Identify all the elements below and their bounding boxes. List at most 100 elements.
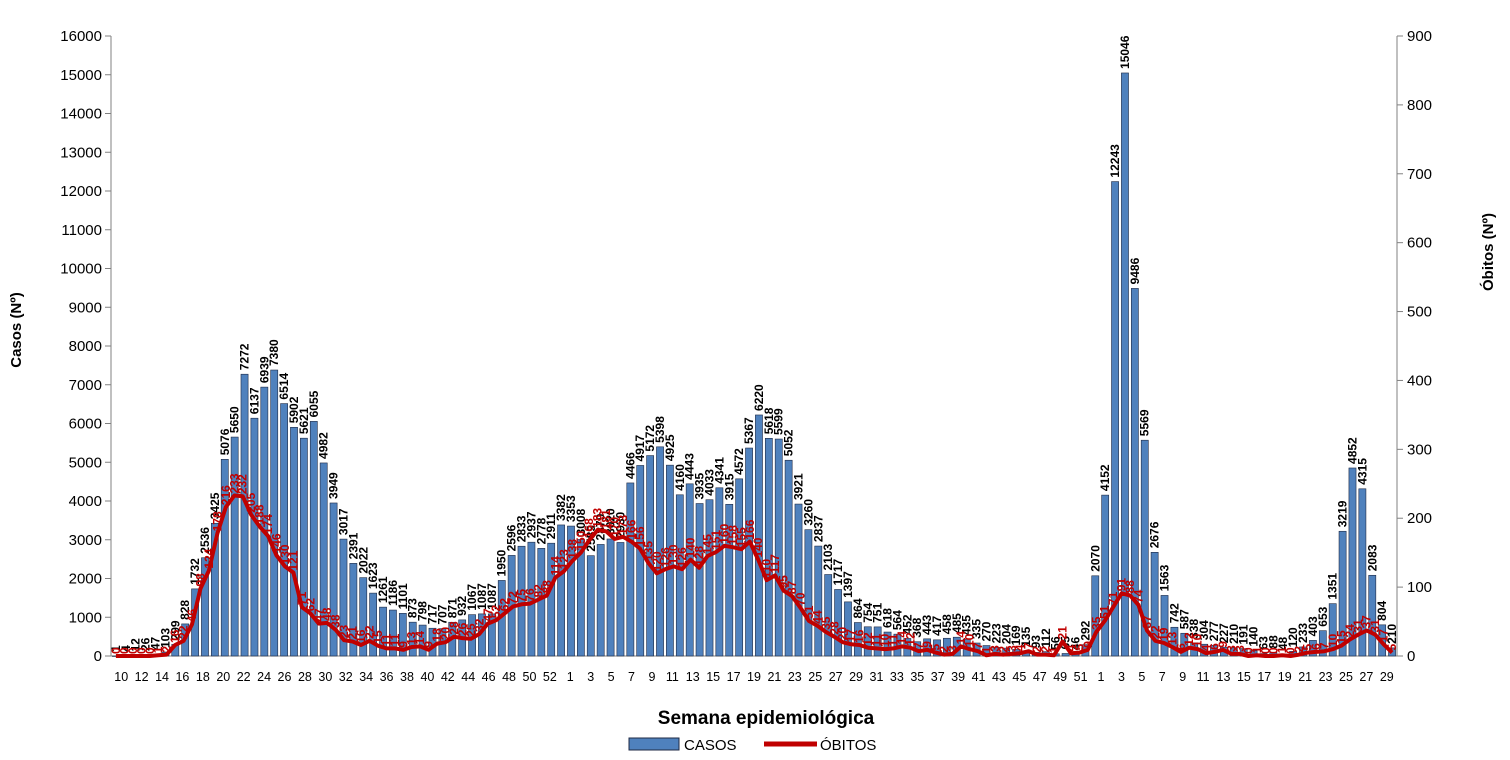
obitos-data-label: 10 bbox=[878, 633, 892, 647]
x-tick-label: 52 bbox=[543, 670, 557, 684]
obitos-data-label: 35 bbox=[819, 616, 833, 630]
casos-bar bbox=[646, 455, 654, 657]
casos-bar bbox=[824, 574, 833, 657]
obitos-data-label: 51 bbox=[802, 605, 816, 619]
x-tick-label: 20 bbox=[216, 670, 230, 684]
x-tick-label: 11 bbox=[1197, 670, 1210, 684]
obitos-data-label: 14 bbox=[895, 631, 909, 645]
casos-bar bbox=[1338, 530, 1347, 657]
obitos-data-label: 76 bbox=[523, 588, 537, 602]
casos-data-label: 1717 bbox=[831, 558, 845, 585]
casos-data-label: 7380 bbox=[267, 339, 281, 366]
x-tick-label: 24 bbox=[257, 670, 271, 684]
y-tick-label: 2000 bbox=[69, 571, 102, 588]
obitos-data-label: 22 bbox=[177, 625, 191, 639]
casos-data-label: 828 bbox=[178, 600, 192, 620]
casos-bar bbox=[1101, 494, 1110, 657]
obitos-data-label: 123 bbox=[557, 549, 571, 569]
obitos-data-label: 17 bbox=[1377, 629, 1391, 643]
casos-data-label: 1950 bbox=[495, 549, 509, 576]
obitos-data-label: 25 bbox=[464, 623, 478, 637]
obitos-data-label: 4 bbox=[1064, 644, 1078, 651]
casos-data-label: 1067 bbox=[465, 584, 479, 611]
obitos-data-label: 9 bbox=[1216, 641, 1230, 648]
casos-data-label: 299 bbox=[168, 620, 182, 640]
casos-data-label: 1101 bbox=[396, 583, 410, 609]
obitos-data-label: 120 bbox=[650, 551, 664, 571]
obitos-data-label: 14 bbox=[413, 631, 427, 645]
casos-bar bbox=[240, 373, 249, 657]
obitos-data-label: 181 bbox=[599, 509, 613, 529]
x-tick-label: 3 bbox=[587, 670, 594, 684]
casos-bar bbox=[695, 503, 704, 657]
casos-bar bbox=[260, 386, 269, 657]
obitos-data-label: 138 bbox=[565, 539, 579, 559]
casos-bar bbox=[1140, 439, 1149, 657]
casos-bar bbox=[577, 539, 585, 657]
casos-data-label: 191 bbox=[1237, 624, 1251, 644]
obitos-data-label: 0 bbox=[1284, 647, 1298, 654]
casos-data-label: 2596 bbox=[505, 524, 519, 551]
casos-data-label: 6055 bbox=[307, 390, 321, 417]
obitos-data-label: 12 bbox=[861, 632, 875, 646]
x-tick-label: 13 bbox=[1217, 670, 1231, 684]
y-tick-label: 14000 bbox=[60, 106, 102, 123]
obitos-data-label: 31 bbox=[1351, 619, 1365, 633]
y-tick-label: 4000 bbox=[69, 493, 102, 510]
obitos-data-labels: 0000012162246981241782162332322051881741… bbox=[109, 473, 1399, 654]
y2-tick-label: 400 bbox=[1407, 372, 1432, 389]
obitos-data-label: 3 bbox=[1005, 645, 1019, 652]
obitos-data-label: 2 bbox=[1039, 646, 1053, 653]
obitos-data-label: 1 bbox=[1275, 646, 1289, 653]
obitos-data-label: 126 bbox=[658, 547, 672, 567]
casos-bar bbox=[715, 487, 724, 657]
casos-bar bbox=[290, 426, 298, 657]
casos-bar bbox=[725, 503, 734, 657]
casos-bar bbox=[517, 545, 526, 657]
casos-bar bbox=[873, 626, 882, 657]
casos-data-label: 140 bbox=[1247, 626, 1261, 646]
casos-data-label: 1087 bbox=[475, 583, 489, 610]
casos-data-label: 5599 bbox=[772, 408, 786, 435]
casos-data-label: 485 bbox=[950, 613, 964, 633]
obitos-data-label: 35 bbox=[1089, 616, 1103, 630]
casos-data-label: 5172 bbox=[643, 425, 657, 452]
obitos-data-label: 13 bbox=[405, 631, 419, 645]
casos-data-label: 3425 bbox=[208, 492, 222, 519]
obitos-data-label: 75 bbox=[515, 589, 529, 603]
y2-tick-label: 200 bbox=[1407, 510, 1432, 527]
obitos-data-label: 19 bbox=[1157, 627, 1171, 641]
casos-data-label: 7272 bbox=[238, 343, 252, 370]
x-tick-label: 43 bbox=[992, 670, 1006, 684]
x-tick-label: 46 bbox=[482, 670, 496, 684]
obitos-data-label: 4 bbox=[1013, 644, 1027, 651]
x-tick-label: 30 bbox=[318, 670, 332, 684]
casos-bar bbox=[349, 563, 358, 657]
obitos-data-label: 140 bbox=[684, 537, 698, 557]
casos-data-label: 5367 bbox=[742, 417, 756, 444]
casos-bar bbox=[220, 459, 229, 657]
obitos-data-label: 1 bbox=[1250, 646, 1264, 653]
obitos-data-label: 52 bbox=[489, 605, 503, 619]
x-tick-label: 36 bbox=[380, 670, 394, 684]
obitos-data-label: 12 bbox=[1182, 632, 1196, 646]
obitos-data-label: 166 bbox=[624, 519, 638, 539]
y2-tick-label: 0 bbox=[1407, 648, 1415, 665]
casos-bar bbox=[596, 544, 605, 657]
casos-bar bbox=[398, 613, 407, 657]
casos-bar bbox=[794, 503, 803, 657]
obitos-data-label: 20 bbox=[439, 627, 453, 641]
casos-bar bbox=[319, 462, 328, 657]
obitos-data-label: 46 bbox=[185, 609, 199, 623]
casos-bar bbox=[685, 483, 694, 657]
obitos-data-label: 130 bbox=[278, 544, 292, 564]
obitos-data-label: 7 bbox=[912, 642, 926, 649]
x-tick-label: 31 bbox=[870, 670, 884, 684]
obitos-data-label: 2 bbox=[1292, 646, 1306, 653]
casos-data-label: 5398 bbox=[653, 416, 667, 443]
x-tick-label: 42 bbox=[441, 670, 455, 684]
obitos-data-label: 117 bbox=[768, 554, 782, 574]
casos-bar bbox=[656, 446, 664, 657]
casos-data-label: 4033 bbox=[702, 469, 716, 496]
casos-bar bbox=[339, 538, 348, 657]
